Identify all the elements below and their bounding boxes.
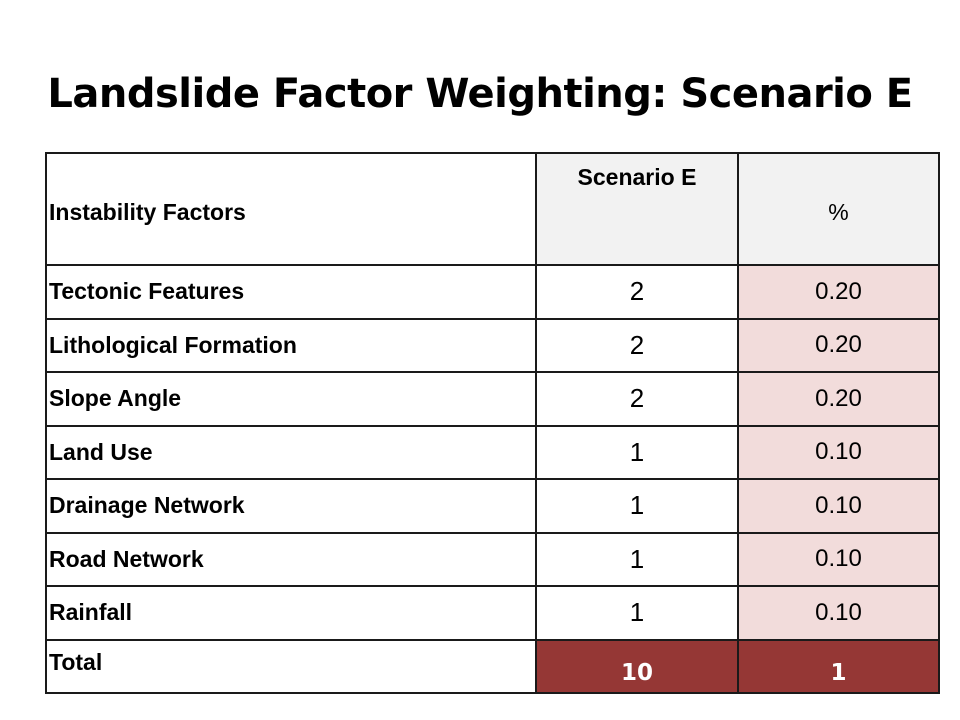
percent-cell: 0.10: [737, 478, 940, 534]
table-row: Rainfall 1 0.10: [45, 585, 940, 641]
table-row: Tectonic Features 2 0.20: [45, 264, 940, 320]
percent-cell: 0.10: [737, 531, 940, 587]
score-cell: 2: [535, 264, 739, 320]
percent-cell: 0.20: [737, 371, 940, 427]
percent-cell: 0.20: [737, 264, 940, 320]
table-row: Road Network 1 0.10: [45, 531, 940, 587]
factor-weighting-table: Instability Factors Scenario E % Tectoni…: [45, 152, 940, 694]
score-cell: 2: [535, 317, 739, 373]
score-cell: 2: [535, 371, 739, 427]
factor-name-cell: Drainage Network: [45, 478, 537, 534]
total-percent-cell: 1: [737, 638, 940, 694]
table-header-row: Instability Factors Scenario E %: [45, 152, 940, 266]
header-scenario-e: Scenario E: [535, 152, 739, 266]
percent-cell: 0.10: [737, 585, 940, 641]
table-row: Land Use 1 0.10: [45, 424, 940, 480]
table-row: Slope Angle 2 0.20: [45, 371, 940, 427]
factor-name-cell: Land Use: [45, 424, 537, 480]
factor-name-cell: Tectonic Features: [45, 264, 537, 320]
factor-name-cell: Slope Angle: [45, 371, 537, 427]
percent-cell: 0.10: [737, 424, 940, 480]
percent-cell: 0.20: [737, 317, 940, 373]
score-cell: 1: [535, 585, 739, 641]
total-label-cell: Total: [45, 638, 537, 694]
table-row: Drainage Network 1 0.10: [45, 478, 940, 534]
slide-title: Landslide Factor Weighting: Scenario E: [47, 71, 913, 117]
total-row: Total 10 1: [45, 638, 940, 694]
header-instability-factors: Instability Factors: [45, 152, 537, 266]
table-row: Lithological Formation 2 0.20: [45, 317, 940, 373]
factor-name-cell: Road Network: [45, 531, 537, 587]
factor-name-cell: Lithological Formation: [45, 317, 537, 373]
score-cell: 1: [535, 531, 739, 587]
total-score-cell: 10: [535, 638, 739, 694]
factor-name-cell: Rainfall: [45, 585, 537, 641]
score-cell: 1: [535, 478, 739, 534]
score-cell: 1: [535, 424, 739, 480]
header-percent: %: [737, 152, 940, 266]
